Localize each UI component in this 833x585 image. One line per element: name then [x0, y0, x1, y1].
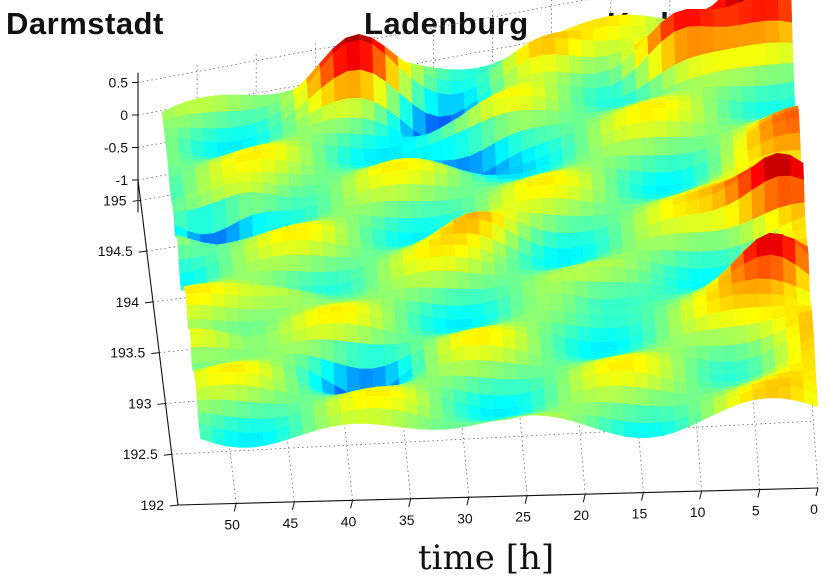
ticks-layer: 50 45 40 35 30 25 20 15 10 5 0192192.5193193.51941…	[98, 75, 819, 532]
x-tick-mark	[757, 489, 761, 498]
y-tick-mark	[157, 402, 166, 405]
y-tick-label: 193.5	[110, 345, 145, 361]
x-tick-mark	[815, 487, 819, 497]
y-tick-label: 194.5	[98, 243, 133, 259]
y-tick-mark	[138, 250, 147, 253]
y-tick-label: 192.5	[123, 446, 158, 462]
x-tick-label: 0	[810, 501, 818, 517]
x-tick-label: 20	[573, 507, 589, 523]
x-tick-label: 5	[752, 503, 760, 519]
x-tick-mark	[640, 492, 644, 501]
x-tick-mark	[408, 498, 412, 507]
x-tick-label: 45	[283, 515, 299, 531]
x-axis-label: time [h]	[418, 538, 555, 578]
x-axis-line	[177, 487, 819, 506]
x-tick-label: 15	[632, 506, 648, 522]
y-tick-label: 194	[116, 294, 140, 310]
y-tick-mark	[132, 199, 141, 202]
x-tick-label: 35	[399, 512, 415, 528]
axes-layer	[137, 72, 819, 506]
y-tick-label: 192	[141, 497, 165, 513]
x-tick-label: 50	[224, 516, 240, 532]
y-tick-mark	[144, 301, 154, 304]
z-tick-label: -0.5	[104, 140, 128, 156]
z-tick-label: 0	[120, 107, 128, 123]
x-tick-label: 40	[341, 513, 357, 529]
y-tick-label: 195	[103, 192, 127, 208]
y-tick-mark	[163, 453, 172, 456]
x-tick-mark	[466, 497, 470, 506]
x-tick-mark	[233, 503, 237, 512]
x-tick-mark	[350, 500, 354, 509]
x-tick-label: 25	[515, 509, 531, 525]
x-tick-mark	[582, 494, 586, 503]
station-label-ladenburg: Ladenburg	[364, 6, 529, 41]
station-label-darmstadt: Darmstadt	[6, 6, 164, 41]
surface-layer	[161, 0, 818, 448]
x-tick-label: 10	[690, 504, 706, 520]
y-axis-line	[137, 179, 179, 506]
z-tick-label: 0.5	[109, 75, 129, 91]
y-tick-mark	[169, 504, 179, 507]
x-tick-mark	[524, 495, 528, 504]
x-tick-mark	[699, 490, 703, 500]
x-tick-label: 30	[457, 510, 473, 526]
y-tick-label: 193	[128, 395, 152, 411]
x-tick-mark	[291, 501, 295, 511]
z-tick-label: -1	[116, 172, 129, 188]
y-tick-mark	[151, 352, 160, 355]
